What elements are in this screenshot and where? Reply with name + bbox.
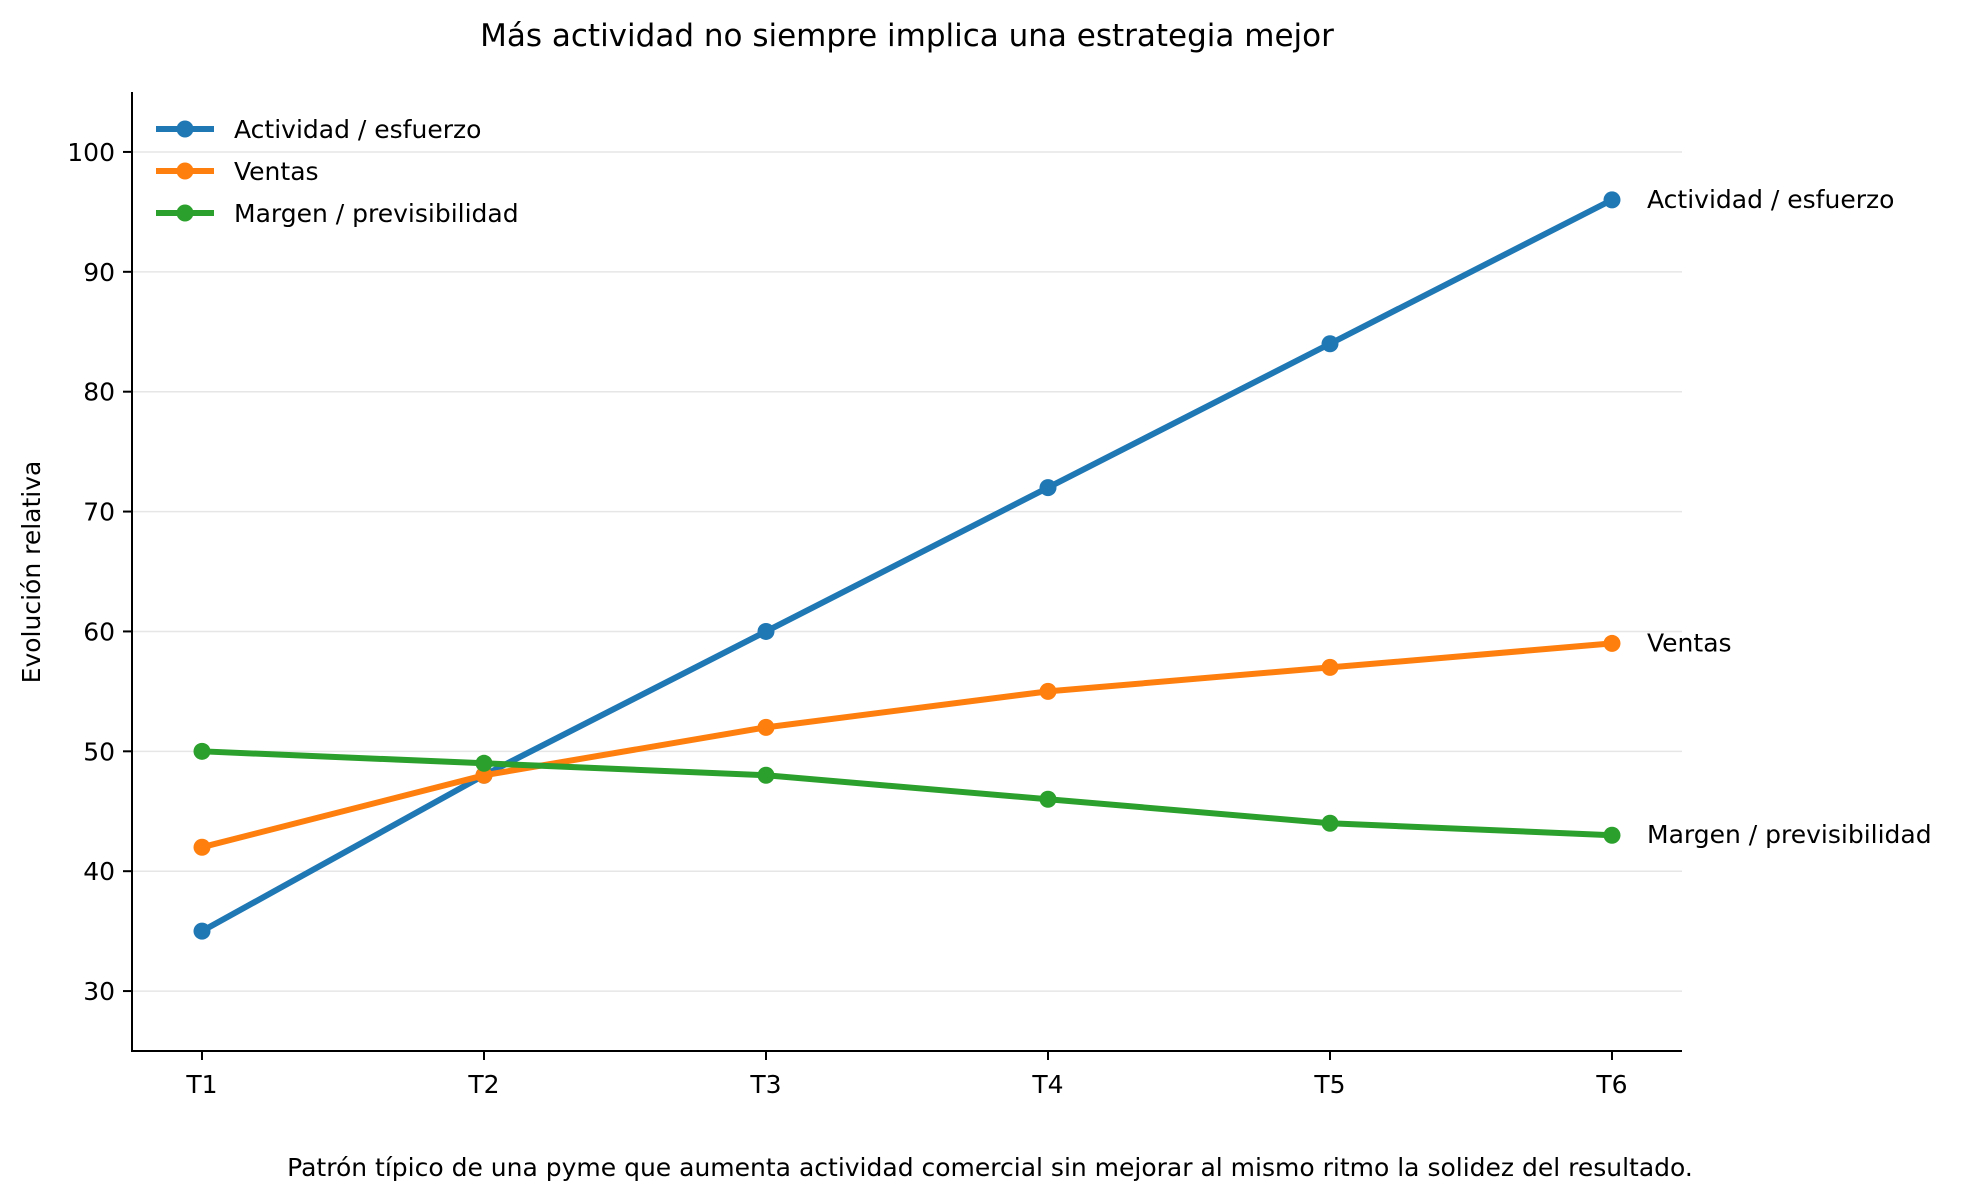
series-group: Actividad / esfuerzo Ventas Margen / previ… <box>193 185 1932 940</box>
legend-swatch-marker <box>176 204 194 222</box>
gridlines <box>132 151 1682 992</box>
chart-title: Más actividad no siempre implica una est… <box>480 18 1334 54</box>
y-tick-label: 60 <box>83 617 115 646</box>
legend-item-ventas: Ventas <box>156 157 319 186</box>
series-line-ventas <box>199 640 1615 851</box>
end-label-ventas: Ventas <box>1647 628 1732 657</box>
series-line-actividad-esfuerzo <box>199 196 1615 935</box>
y-tick-label: 90 <box>83 258 115 287</box>
data-point-actividad-esfuerzo <box>757 622 775 640</box>
x-tick-label: T5 <box>1313 1070 1345 1099</box>
data-point-ventas <box>475 766 493 784</box>
y-axis-title: Evolución relativa <box>17 461 46 684</box>
series-margen-previsibilidad: Margen / previsibilidad <box>193 742 1932 849</box>
series-ventas: Ventas <box>193 628 1732 856</box>
x-tick-label: T4 <box>1031 1070 1063 1099</box>
end-label-actividad-esfuerzo: Actividad / esfuerzo <box>1647 185 1894 214</box>
y-axis-ticks: 30 40 50 60 70 80 90 100 <box>67 138 132 1006</box>
data-point-margen-previsibilidad <box>1603 826 1621 844</box>
data-point-margen-previsibilidad <box>193 742 211 760</box>
y-tick-label: 70 <box>83 498 115 527</box>
series-actividad-esfuerzo: Actividad / esfuerzo <box>193 185 1894 940</box>
legend-swatch-marker <box>176 162 194 180</box>
end-label-margen-previsibilidad: Margen / previsibilidad <box>1647 820 1932 849</box>
data-point-actividad-esfuerzo <box>193 922 211 940</box>
legend-item-actividad-esfuerzo: Actividad / esfuerzo <box>156 115 481 144</box>
legend-item-margen-previsibilidad: Margen / previsibilidad <box>156 199 519 228</box>
data-point-ventas <box>1039 682 1057 700</box>
data-point-margen-previsibilidad <box>475 754 493 772</box>
legend-swatch-marker <box>176 120 194 138</box>
data-point-actividad-esfuerzo <box>1603 191 1621 209</box>
data-point-ventas <box>193 838 211 856</box>
legend-label: Ventas <box>234 157 319 186</box>
legend: Actividad / esfuerzo Ventas Margen / previ… <box>156 115 519 228</box>
legend-label: Margen / previsibilidad <box>234 199 519 228</box>
legend-label: Actividad / esfuerzo <box>234 115 481 144</box>
y-tick-label: 40 <box>83 857 115 886</box>
data-point-ventas <box>1321 658 1339 676</box>
x-tick-label: T2 <box>467 1070 499 1099</box>
series-line-margen-previsibilidad <box>199 748 1615 839</box>
data-point-ventas <box>757 718 775 736</box>
x-tick-label: T6 <box>1595 1070 1627 1099</box>
y-tick-label: 50 <box>83 737 115 766</box>
y-tick-label: 100 <box>67 138 115 167</box>
data-point-ventas <box>1603 634 1621 652</box>
x-tick-label: T1 <box>185 1070 217 1099</box>
data-point-margen-previsibilidad <box>1039 790 1057 808</box>
data-point-margen-previsibilidad <box>757 766 775 784</box>
data-point-margen-previsibilidad <box>1321 814 1339 832</box>
data-point-actividad-esfuerzo <box>1321 335 1339 353</box>
x-tick-label: T3 <box>749 1070 781 1099</box>
chart-caption: Patrón típico de una pyme que aumenta ac… <box>287 1153 1693 1182</box>
x-axis-ticks: T1 T2 T3 T4 T5 T6 <box>185 1051 1628 1099</box>
y-tick-label: 80 <box>83 378 115 407</box>
y-tick-label: 30 <box>83 977 115 1006</box>
data-point-actividad-esfuerzo <box>1039 479 1057 497</box>
